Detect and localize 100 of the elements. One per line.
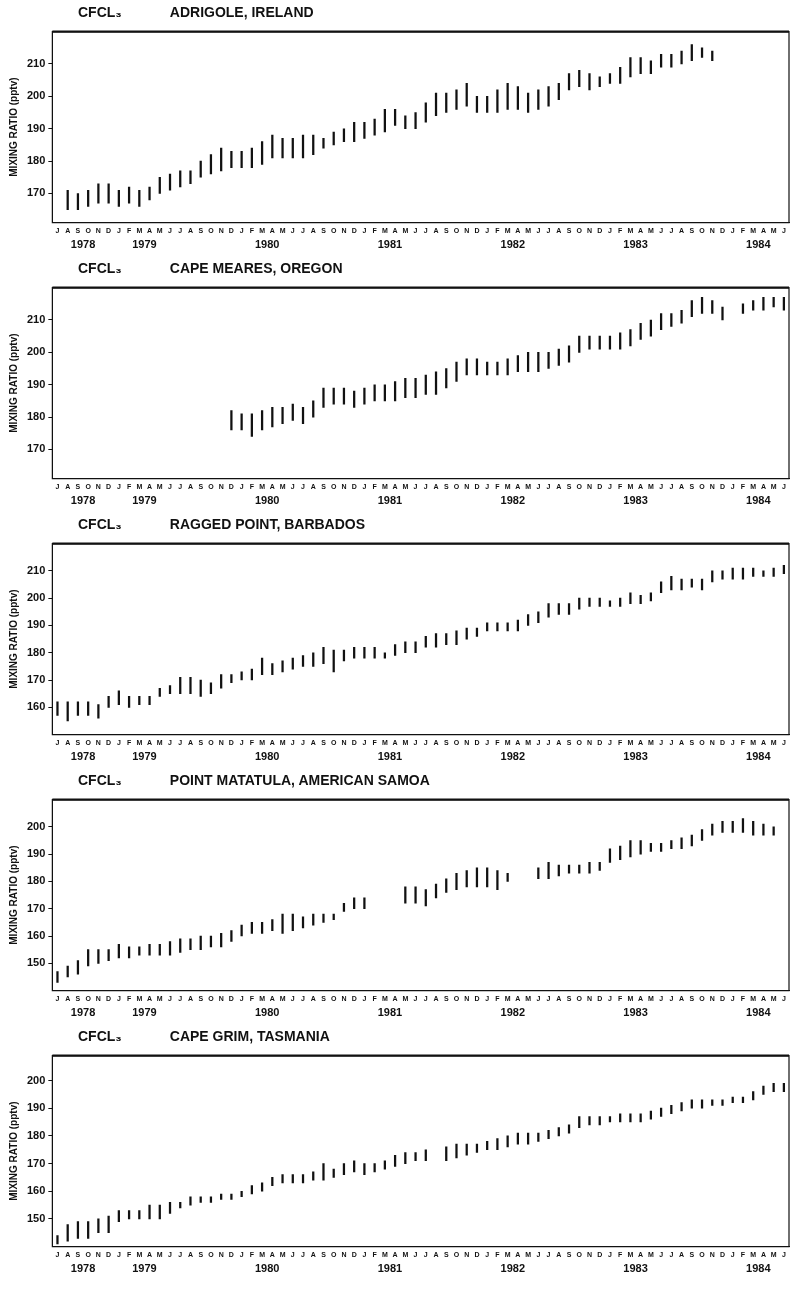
y-tick-label: 180 (26, 1128, 46, 1141)
bar (506, 872, 509, 882)
chart-subtitle: ADRIGOLE, IRELAND (169, 4, 314, 20)
bar (486, 622, 489, 632)
chart-subtitle: CAPE MEARES, OREGON (169, 260, 343, 276)
bar (322, 387, 325, 408)
y-tick-label: 160 (26, 700, 46, 713)
chart-title: CFCL₃ (78, 4, 122, 20)
bar (711, 300, 714, 314)
bar (721, 1099, 724, 1106)
bar (322, 913, 325, 923)
bar (741, 303, 745, 314)
bar (762, 823, 765, 836)
bar (230, 151, 233, 168)
bar (414, 641, 417, 654)
bar (250, 922, 253, 934)
bar (230, 930, 233, 942)
bar (680, 837, 683, 850)
bar (752, 1091, 755, 1101)
bar (445, 878, 448, 893)
bar (700, 47, 704, 58)
y-tick-label: 210 (26, 57, 46, 69)
bar (342, 128, 346, 142)
y-tick-label: 200 (26, 89, 46, 102)
bar (434, 633, 438, 648)
bar (56, 1235, 59, 1245)
bar (486, 1141, 489, 1151)
bar (547, 603, 550, 618)
bar (281, 660, 284, 673)
bar (619, 1113, 622, 1123)
bar (567, 1124, 571, 1134)
bar (271, 1177, 274, 1187)
bar (649, 842, 653, 852)
text: 1978 (70, 1006, 96, 1019)
text: 1983 (623, 750, 648, 763)
bar (301, 1174, 305, 1184)
bar (619, 597, 622, 607)
y-tick-label: 210 (26, 563, 46, 576)
bar (455, 872, 458, 890)
bar (189, 938, 192, 950)
bar (107, 1215, 110, 1234)
bar (404, 641, 407, 654)
bar (700, 829, 704, 841)
text: 1984 (746, 238, 772, 251)
bar (639, 1113, 642, 1123)
bar (782, 296, 786, 311)
y-axis-title: MIXING RATIO (pptv) (7, 1101, 19, 1201)
y-tick-label: 200 (26, 819, 46, 832)
text: 1979 (132, 750, 157, 763)
bar (731, 821, 734, 833)
text: 1981 (377, 494, 403, 507)
y-tick-label: 170 (26, 442, 46, 455)
text: 1983 (623, 494, 648, 507)
bar (629, 592, 632, 604)
bar (629, 57, 632, 78)
bar (496, 361, 499, 376)
text: 1980 (254, 750, 280, 763)
bar (250, 1185, 253, 1195)
bar (97, 183, 100, 204)
bar (301, 655, 305, 667)
bar (762, 570, 765, 577)
bar (230, 674, 233, 684)
bar (271, 919, 274, 931)
text: 1980 (254, 1006, 280, 1019)
bar (537, 611, 540, 624)
bar (455, 630, 458, 645)
bar (148, 1204, 151, 1220)
bar (557, 1127, 560, 1137)
bar (516, 86, 519, 110)
bar (363, 121, 366, 139)
bar (97, 1218, 100, 1234)
bar (588, 597, 591, 607)
text: 1978 (70, 494, 96, 507)
bar (393, 644, 397, 656)
bar (526, 614, 530, 626)
y-tick-label: 170 (26, 186, 46, 199)
bar (475, 627, 479, 637)
bar (127, 1210, 131, 1220)
bar (414, 112, 417, 130)
bar (230, 410, 233, 431)
bar (220, 674, 223, 689)
chart-title: CFCL₃ (78, 260, 122, 276)
bar (598, 862, 601, 871)
bar (659, 53, 663, 68)
bar (752, 300, 755, 311)
bar (680, 50, 683, 65)
text: 1981 (377, 1006, 403, 1019)
bar (291, 1174, 294, 1184)
bar (680, 1102, 683, 1112)
text: 1979 (132, 238, 157, 251)
chart-subtitle: CAPE GRIM, TASMANIA (169, 1028, 330, 1044)
bar (496, 1138, 499, 1151)
y-tick-label: 190 (26, 618, 46, 631)
text: 1980 (254, 494, 280, 507)
text: 1983 (623, 1006, 648, 1019)
y-axis-title: MIXING RATIO (pptv) (7, 845, 19, 945)
bar (414, 377, 417, 398)
text: 1982 (500, 1262, 525, 1275)
bar (670, 53, 673, 68)
bar (547, 86, 550, 107)
